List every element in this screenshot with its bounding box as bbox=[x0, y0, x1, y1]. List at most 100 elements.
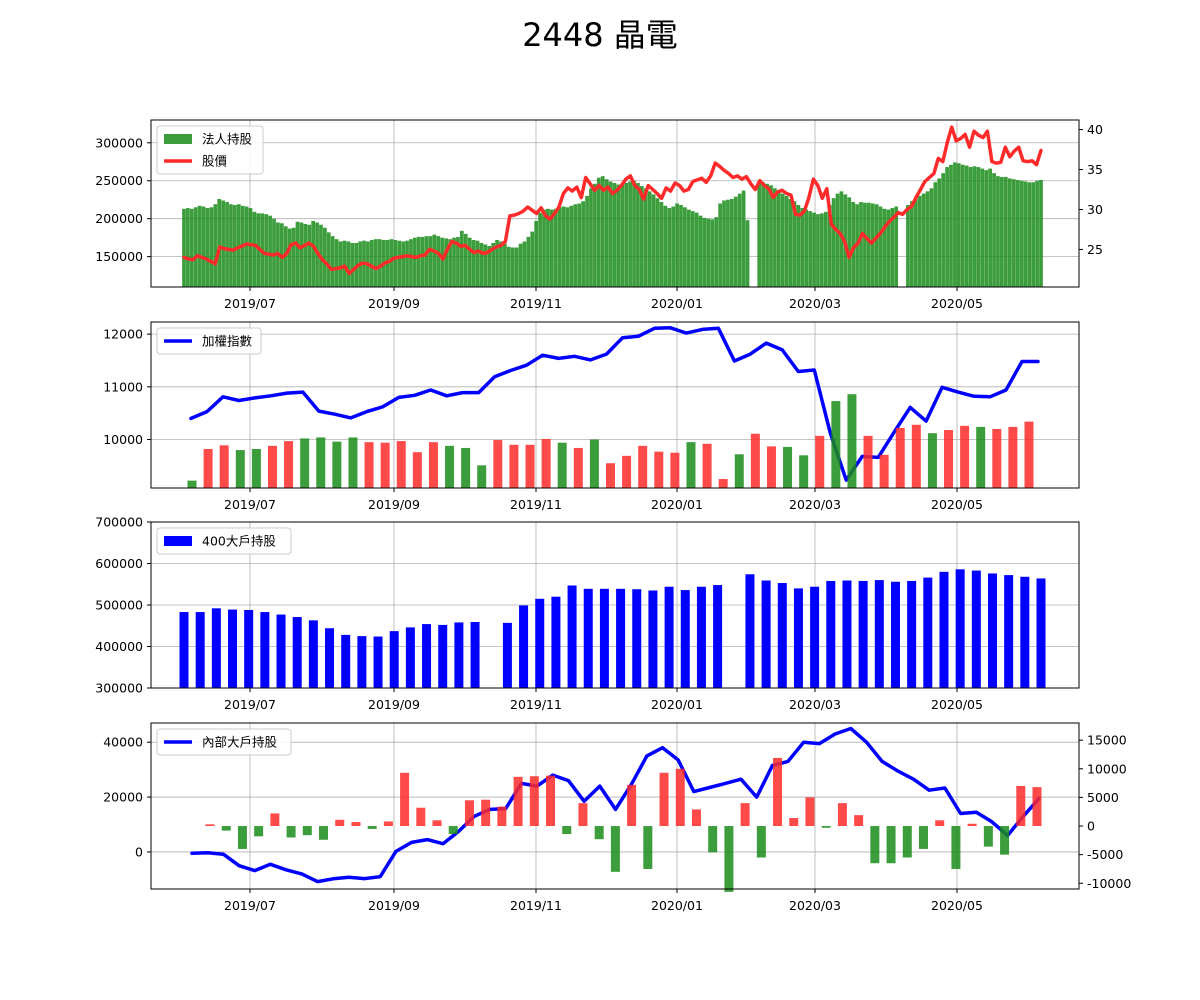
bar-change bbox=[546, 775, 556, 827]
bar-holding bbox=[596, 177, 601, 287]
y-tick-label-left: 300000 bbox=[95, 135, 143, 150]
bar-holding bbox=[459, 230, 464, 287]
bar-change bbox=[416, 807, 426, 827]
bar-holding bbox=[769, 185, 773, 287]
bar-holding bbox=[225, 201, 229, 287]
bar-holding bbox=[228, 609, 238, 688]
bar-volume bbox=[911, 424, 921, 488]
bar-holding bbox=[272, 218, 276, 287]
bar-holding bbox=[483, 244, 488, 287]
bar-volume bbox=[589, 439, 599, 488]
bar-holding bbox=[1020, 576, 1030, 688]
axes-frame bbox=[150, 321, 1080, 489]
bar-holding bbox=[910, 201, 914, 287]
bar-holding bbox=[514, 247, 519, 287]
bar-holding bbox=[847, 197, 852, 287]
bar-change bbox=[756, 826, 766, 858]
bar-holding bbox=[1036, 578, 1046, 688]
y-tick-label-right: 0 bbox=[1087, 819, 1095, 834]
bar-holding bbox=[470, 622, 480, 688]
bar-holding bbox=[923, 577, 933, 688]
bar-holding bbox=[886, 209, 891, 287]
bar-holding bbox=[647, 191, 652, 287]
legend-label: 400大戶持股 bbox=[202, 534, 276, 549]
bar-change bbox=[237, 826, 247, 849]
x-tick-label: 2019/11 bbox=[510, 497, 562, 512]
bar-volume bbox=[557, 442, 567, 488]
bar-holding bbox=[1007, 178, 1012, 287]
bar-volume bbox=[219, 445, 229, 488]
y-tick-label-left: 12000 bbox=[103, 327, 143, 342]
y-tick-label-left: 200000 bbox=[95, 211, 143, 226]
bar-holding bbox=[788, 198, 793, 287]
bar-holding bbox=[874, 204, 879, 287]
bar-holding bbox=[567, 585, 577, 688]
bar-holding bbox=[696, 586, 706, 688]
bar-holding bbox=[765, 183, 769, 287]
legend: 加權指數 bbox=[156, 327, 262, 355]
bar-holding bbox=[964, 165, 969, 287]
bar-holding bbox=[413, 237, 417, 287]
bar-holding bbox=[211, 608, 221, 688]
axes-frame bbox=[150, 119, 1080, 288]
bar-holding bbox=[745, 574, 755, 688]
bar-volume bbox=[895, 427, 905, 488]
bar-change bbox=[724, 826, 734, 892]
bar-volume bbox=[992, 428, 1002, 488]
bar-holding bbox=[502, 622, 512, 688]
bar-holding bbox=[456, 236, 460, 287]
bar-holding bbox=[741, 190, 746, 287]
bar-change bbox=[481, 799, 491, 827]
bar-holding bbox=[812, 212, 816, 287]
bar-change bbox=[773, 757, 783, 827]
bar-holding bbox=[664, 586, 674, 688]
bar-volume bbox=[1008, 426, 1018, 488]
bar-holding bbox=[921, 193, 926, 287]
bar-holding bbox=[346, 241, 351, 287]
bar-holding bbox=[436, 236, 441, 287]
bar-change bbox=[870, 826, 880, 864]
bar-change bbox=[302, 826, 312, 836]
bar-holding bbox=[698, 215, 703, 287]
bar-volume bbox=[428, 442, 438, 488]
panel-institutional-holdings: 150000 200000 250000 300000 25 30 35 40 2019/07 2… bbox=[95, 119, 1103, 311]
bar-holding bbox=[1027, 182, 1032, 287]
bar-holding bbox=[729, 198, 734, 287]
bar-holding bbox=[976, 167, 981, 287]
bar-holding bbox=[955, 569, 965, 688]
bar-change bbox=[383, 821, 393, 827]
bar-change bbox=[1016, 785, 1026, 827]
bar-holding bbox=[600, 176, 605, 287]
bar-holding bbox=[816, 214, 820, 287]
bar-volume bbox=[412, 452, 422, 488]
bar-holding bbox=[471, 239, 476, 287]
bar-change bbox=[286, 826, 296, 838]
bar-change bbox=[432, 820, 442, 827]
x-tick-label: 2020/03 bbox=[789, 898, 841, 913]
bar-volume bbox=[686, 442, 696, 488]
bar-holding bbox=[612, 183, 617, 287]
bar-holding bbox=[292, 617, 302, 688]
x-tick-label: 2020/05 bbox=[931, 898, 983, 913]
bar-change bbox=[513, 776, 523, 827]
bar-holding bbox=[863, 202, 867, 287]
bar-volume bbox=[509, 444, 519, 488]
bar-holding bbox=[377, 239, 382, 287]
bar-holding bbox=[632, 180, 636, 287]
bar-volume bbox=[203, 449, 213, 488]
bar-holding bbox=[213, 204, 218, 287]
bar-holding bbox=[573, 204, 578, 287]
bar-holding bbox=[338, 241, 343, 287]
x-tick-label: 2020/03 bbox=[789, 497, 841, 512]
bar-volume bbox=[638, 445, 648, 488]
x-tick-label: 2020/01 bbox=[651, 296, 703, 311]
y-tick-label-left: 150000 bbox=[95, 249, 143, 264]
bar-holding bbox=[506, 246, 511, 287]
bar-volume bbox=[380, 442, 390, 488]
bar-holding bbox=[796, 205, 801, 287]
x-tick-label: 2019/09 bbox=[368, 898, 420, 913]
bar-volume bbox=[622, 455, 632, 488]
bar-holding bbox=[714, 217, 719, 287]
bar-holding bbox=[599, 588, 609, 688]
bar-holding bbox=[373, 239, 378, 287]
